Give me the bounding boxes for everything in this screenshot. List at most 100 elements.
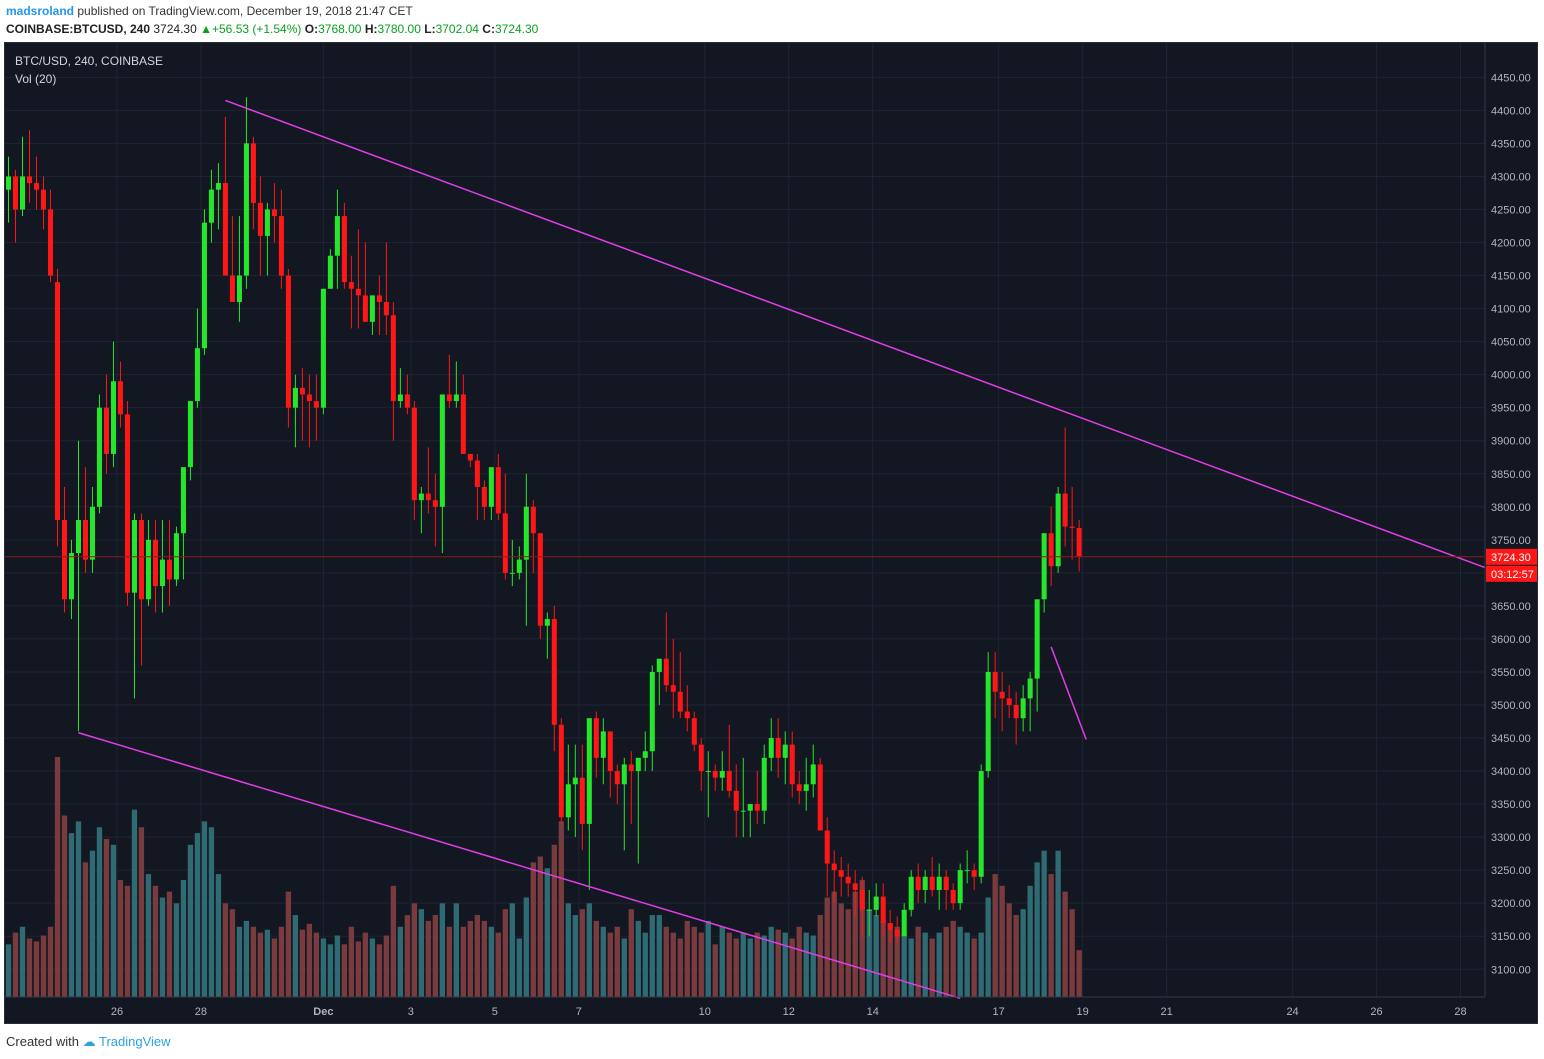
candle-body [194, 348, 200, 402]
y-tick-label: 4200.00 [1491, 238, 1531, 250]
candle-body [481, 486, 487, 507]
y-tick-label: 4300.00 [1491, 171, 1531, 183]
volume-bar [887, 923, 893, 997]
volume-label: Vol (20) [15, 72, 56, 86]
volume-bar [208, 827, 215, 997]
candle-body [789, 744, 795, 785]
volume-bar [838, 903, 844, 997]
volume-bar [152, 885, 159, 997]
volume-bar [908, 938, 914, 997]
tradingview-brand[interactable]: TradingView [99, 1034, 171, 1049]
candle-body [1034, 599, 1040, 679]
volume-bar [712, 944, 718, 997]
candle-body [859, 889, 865, 910]
volume-bar [397, 926, 404, 997]
volume-bar [929, 938, 935, 997]
candle-body [565, 784, 571, 818]
candle-body [26, 176, 33, 184]
candle-body [320, 288, 326, 408]
volume-bar [866, 909, 872, 997]
candle-body [558, 724, 564, 818]
volume-bar [698, 932, 704, 997]
y-tick-label: 3350.00 [1491, 799, 1531, 811]
volume-bar [89, 850, 96, 997]
y-tick-label: 3150.00 [1491, 931, 1531, 943]
candle-body [145, 539, 151, 600]
candle-body [446, 394, 452, 402]
candle-body [999, 691, 1005, 699]
candle-body [782, 744, 788, 758]
tradingview-logo-icon: ☁ [82, 1034, 96, 1049]
volume-bar [775, 929, 781, 997]
volume-bar [68, 833, 75, 997]
candle-body [544, 619, 550, 626]
candle-body [831, 863, 837, 871]
publish-line: madsroland published on TradingView.com,… [6, 4, 413, 18]
author-link[interactable]: madsroland [6, 4, 75, 18]
candle-body [1076, 527, 1082, 557]
candle-body [593, 718, 599, 758]
candle-body [152, 539, 158, 587]
volume-bar [173, 903, 180, 997]
candle-body [698, 744, 704, 772]
candle-body [40, 189, 47, 210]
volume-bar [1041, 850, 1047, 997]
volume-bar [502, 909, 508, 997]
time-axis[interactable]: 26 28 Dec 3 5 7 10 12 14 17 19 21 24 26 28 [111, 1006, 1467, 1018]
candle-body [796, 784, 802, 791]
candle-body [838, 870, 844, 877]
volume-bar [40, 935, 47, 997]
volume-bar [110, 844, 117, 997]
candle-body [201, 222, 207, 349]
volume-bar [103, 838, 110, 997]
volume-bar [523, 897, 529, 997]
volume-bar [124, 885, 131, 997]
price-axis[interactable]: 3100.00 3150.00 3200.00 3250.00 3300.00 3350.… [1491, 72, 1531, 976]
chart-svg[interactable]: 3100.00 3150.00 3200.00 3250.00 3300.00 3350.… [5, 43, 1537, 1023]
candle-body [495, 467, 501, 514]
candle-body [992, 671, 998, 692]
volume-bar [985, 897, 991, 997]
volume-bar [670, 932, 676, 997]
chart-container[interactable]: 3100.00 3150.00 3200.00 3250.00 3300.00 3350.… [4, 42, 1538, 1024]
candle-body [684, 711, 690, 719]
candle-body [418, 493, 424, 501]
candle-body [166, 559, 172, 580]
volume-bar [187, 844, 194, 997]
pane-title: BTC/USD, 240, COINBASE [15, 54, 163, 68]
volume-bar [824, 897, 830, 997]
candle-body [180, 467, 186, 534]
candle-body [761, 757, 767, 811]
candle-body [803, 784, 809, 791]
volume-bar [334, 935, 341, 997]
x-tick-label: 19 [1077, 1006, 1089, 1018]
candle-body [677, 691, 683, 712]
footer: Created with ☁ TradingView [6, 1034, 171, 1050]
candle-body [432, 500, 438, 507]
candle-body [327, 255, 333, 289]
volume-bar [1006, 903, 1012, 997]
trendlines[interactable] [78, 99, 1486, 1000]
high-label: H: [364, 22, 378, 36]
candle-body [75, 520, 81, 554]
candle-body [425, 493, 431, 501]
volume-bar [1069, 909, 1075, 997]
volume-bar [880, 920, 886, 997]
volume-bar [530, 862, 536, 997]
volume-bar [236, 926, 243, 997]
volume-bar [26, 938, 33, 997]
volume-bar [96, 827, 103, 997]
volume-bar [915, 926, 921, 997]
volume-bar [404, 915, 411, 997]
candle-body [138, 520, 144, 600]
volume-bar [677, 938, 683, 997]
trendline [78, 732, 961, 1000]
candle-body [54, 282, 61, 520]
candle-body [453, 394, 459, 402]
open-value: 3768.00 [318, 22, 362, 36]
ohlc-line: COINBASE:BTCUSD, 240 3724.30 ▲+56.53 (+1… [6, 22, 538, 36]
candle-body [922, 876, 928, 890]
symbol-label: COINBASE:BTCUSD, 240 [6, 22, 151, 36]
y-tick-label: 4400.00 [1491, 105, 1531, 117]
candle-body [1013, 704, 1019, 719]
